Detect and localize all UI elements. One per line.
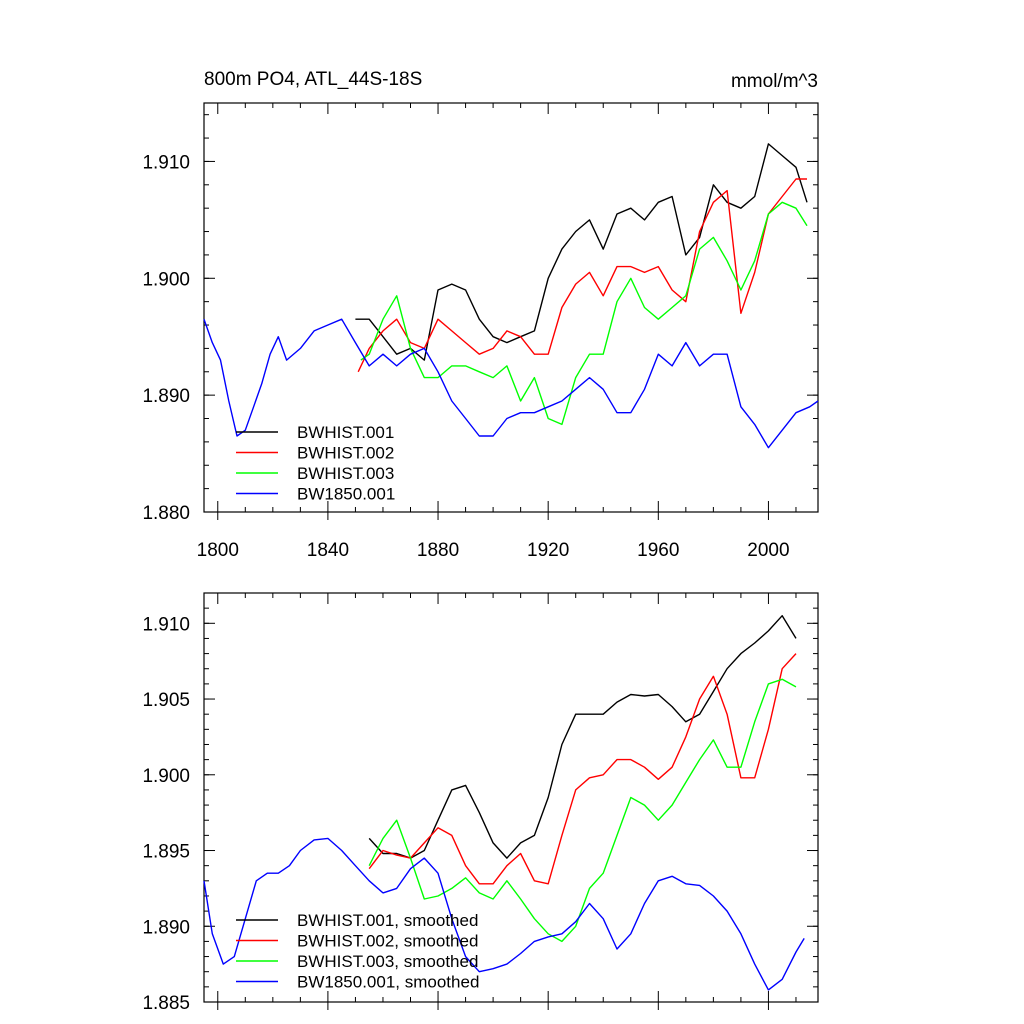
legend-label: BW1850.001, smoothed xyxy=(297,973,479,992)
legend-label: BWHIST.002 xyxy=(297,444,394,463)
x-tick-label: 1920 xyxy=(527,540,569,561)
top-plot-frame xyxy=(203,102,819,513)
legend-label: BWHIST.001 xyxy=(297,423,394,442)
x-tick-label: 1880 xyxy=(417,540,459,561)
top-x-tick-labels: 1800 1840 1880 1920 1960 2000 xyxy=(197,540,790,561)
y-tick-label: 1.890 xyxy=(142,917,190,938)
series-line-bwhist-002 xyxy=(357,178,807,373)
y-tick-label: 1.885 xyxy=(142,993,190,1014)
y-tick-label: 1.910 xyxy=(142,152,190,173)
legend-label: BWHIST.001, smoothed xyxy=(297,911,478,930)
series-line-bw1850-001-smoothed xyxy=(203,837,805,991)
legend-label: BWHIST.003, smoothed xyxy=(297,952,478,971)
y-tick-label: 1.910 xyxy=(142,614,190,635)
series-line-bw1850-001 xyxy=(203,318,819,449)
y-tick-label: 1.900 xyxy=(142,766,190,787)
series-line-bwhist-002-smoothed xyxy=(368,653,797,885)
bottom-y-tick-labels: 1.885 1.890 1.895 1.900 1.905 1.910 xyxy=(142,614,190,1014)
y-tick-label: 1.905 xyxy=(142,690,190,711)
y-tick-label: 1.890 xyxy=(142,386,190,407)
top-y-tick-labels: 1.880 1.890 1.900 1.910 xyxy=(142,152,190,524)
top-axis-ticks xyxy=(204,103,818,520)
series-line-bwhist-003-smoothed xyxy=(368,678,797,943)
series-line-bwhist-001 xyxy=(355,143,808,361)
series-line-bwhist-003 xyxy=(360,201,808,426)
bottom-plot-frame xyxy=(203,592,819,1003)
x-tick-label: 1960 xyxy=(637,540,679,561)
y-tick-label: 1.900 xyxy=(142,269,190,290)
legend-label: BW1850.001 xyxy=(297,485,395,504)
y-tick-label: 1.880 xyxy=(142,503,190,524)
chart-title: 800m PO4, ATL_44S-18S xyxy=(204,69,422,90)
legend-label: BWHIST.002, smoothed xyxy=(297,932,478,951)
x-tick-label: 2000 xyxy=(747,540,789,561)
y-tick-label: 1.895 xyxy=(142,842,190,863)
units-label: mmol/m^3 xyxy=(731,71,818,92)
x-tick-label: 1800 xyxy=(197,540,239,561)
bottom-axis-ticks xyxy=(204,592,818,1010)
legend-label: BWHIST.003 xyxy=(297,464,394,483)
x-tick-label: 1840 xyxy=(307,540,349,561)
top-series-lines xyxy=(203,143,819,449)
bottom-legend: BWHIST.001, smoothed BWHIST.002, smoothed… xyxy=(236,911,479,992)
bottom-panel: 1.885 1.890 1.895 1.900 1.905 1.910 BWHIST.00… xyxy=(142,592,819,1014)
series-line-bwhist-001-smoothed xyxy=(368,615,797,859)
bottom-series-lines xyxy=(203,615,805,991)
top-panel: 1800 1840 1880 1920 1960 2000 1.880 1.890 1.900… xyxy=(142,69,819,561)
